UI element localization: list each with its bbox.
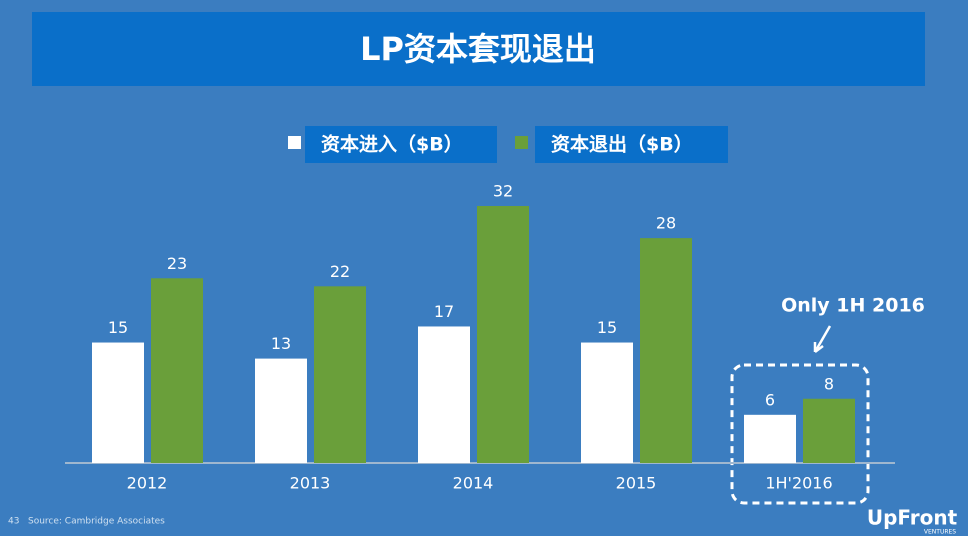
x-tick-label: 2014 (453, 474, 494, 493)
bar (744, 414, 796, 463)
bar (418, 326, 470, 463)
source: Source: Cambridge Associates (28, 517, 165, 527)
legend-box (305, 126, 497, 163)
data-label: 28 (656, 214, 676, 233)
x-tick-label: 1H'2016 (765, 474, 832, 493)
bar (803, 398, 855, 463)
data-label: 23 (167, 254, 187, 273)
logo-sub: VENTURES (924, 529, 956, 536)
title-box (32, 12, 925, 86)
data-label: 13 (271, 334, 291, 353)
annotation-arrow (813, 325, 832, 353)
bar (314, 286, 366, 463)
x-tick-label: 2013 (290, 474, 331, 493)
legend-box (535, 126, 728, 163)
data-label: 15 (108, 318, 128, 337)
legend-label: 资本进入（$B） (321, 133, 463, 156)
data-label: 32 (493, 182, 513, 201)
data-label: 8 (824, 374, 834, 393)
data-label: 17 (434, 302, 454, 321)
legend-swatch (288, 136, 301, 149)
bar (92, 342, 144, 463)
bar (477, 206, 529, 463)
chart-title: LP资本套现退出 (360, 30, 596, 68)
x-tick-label: 2015 (616, 474, 657, 493)
bar (581, 342, 633, 463)
bar (640, 238, 692, 463)
bar (151, 278, 203, 463)
legend-swatch (515, 136, 528, 149)
data-label: 22 (330, 262, 350, 281)
x-tick-label: 2012 (127, 474, 168, 493)
data-label: 6 (765, 390, 775, 409)
logo: UpFront (867, 506, 958, 530)
legend-label: 资本退出（$B） (551, 133, 693, 156)
annotation: Only 1H 2016 (781, 295, 925, 317)
bar (255, 358, 307, 463)
page-number: 43 (8, 517, 19, 527)
data-label: 15 (597, 318, 617, 337)
